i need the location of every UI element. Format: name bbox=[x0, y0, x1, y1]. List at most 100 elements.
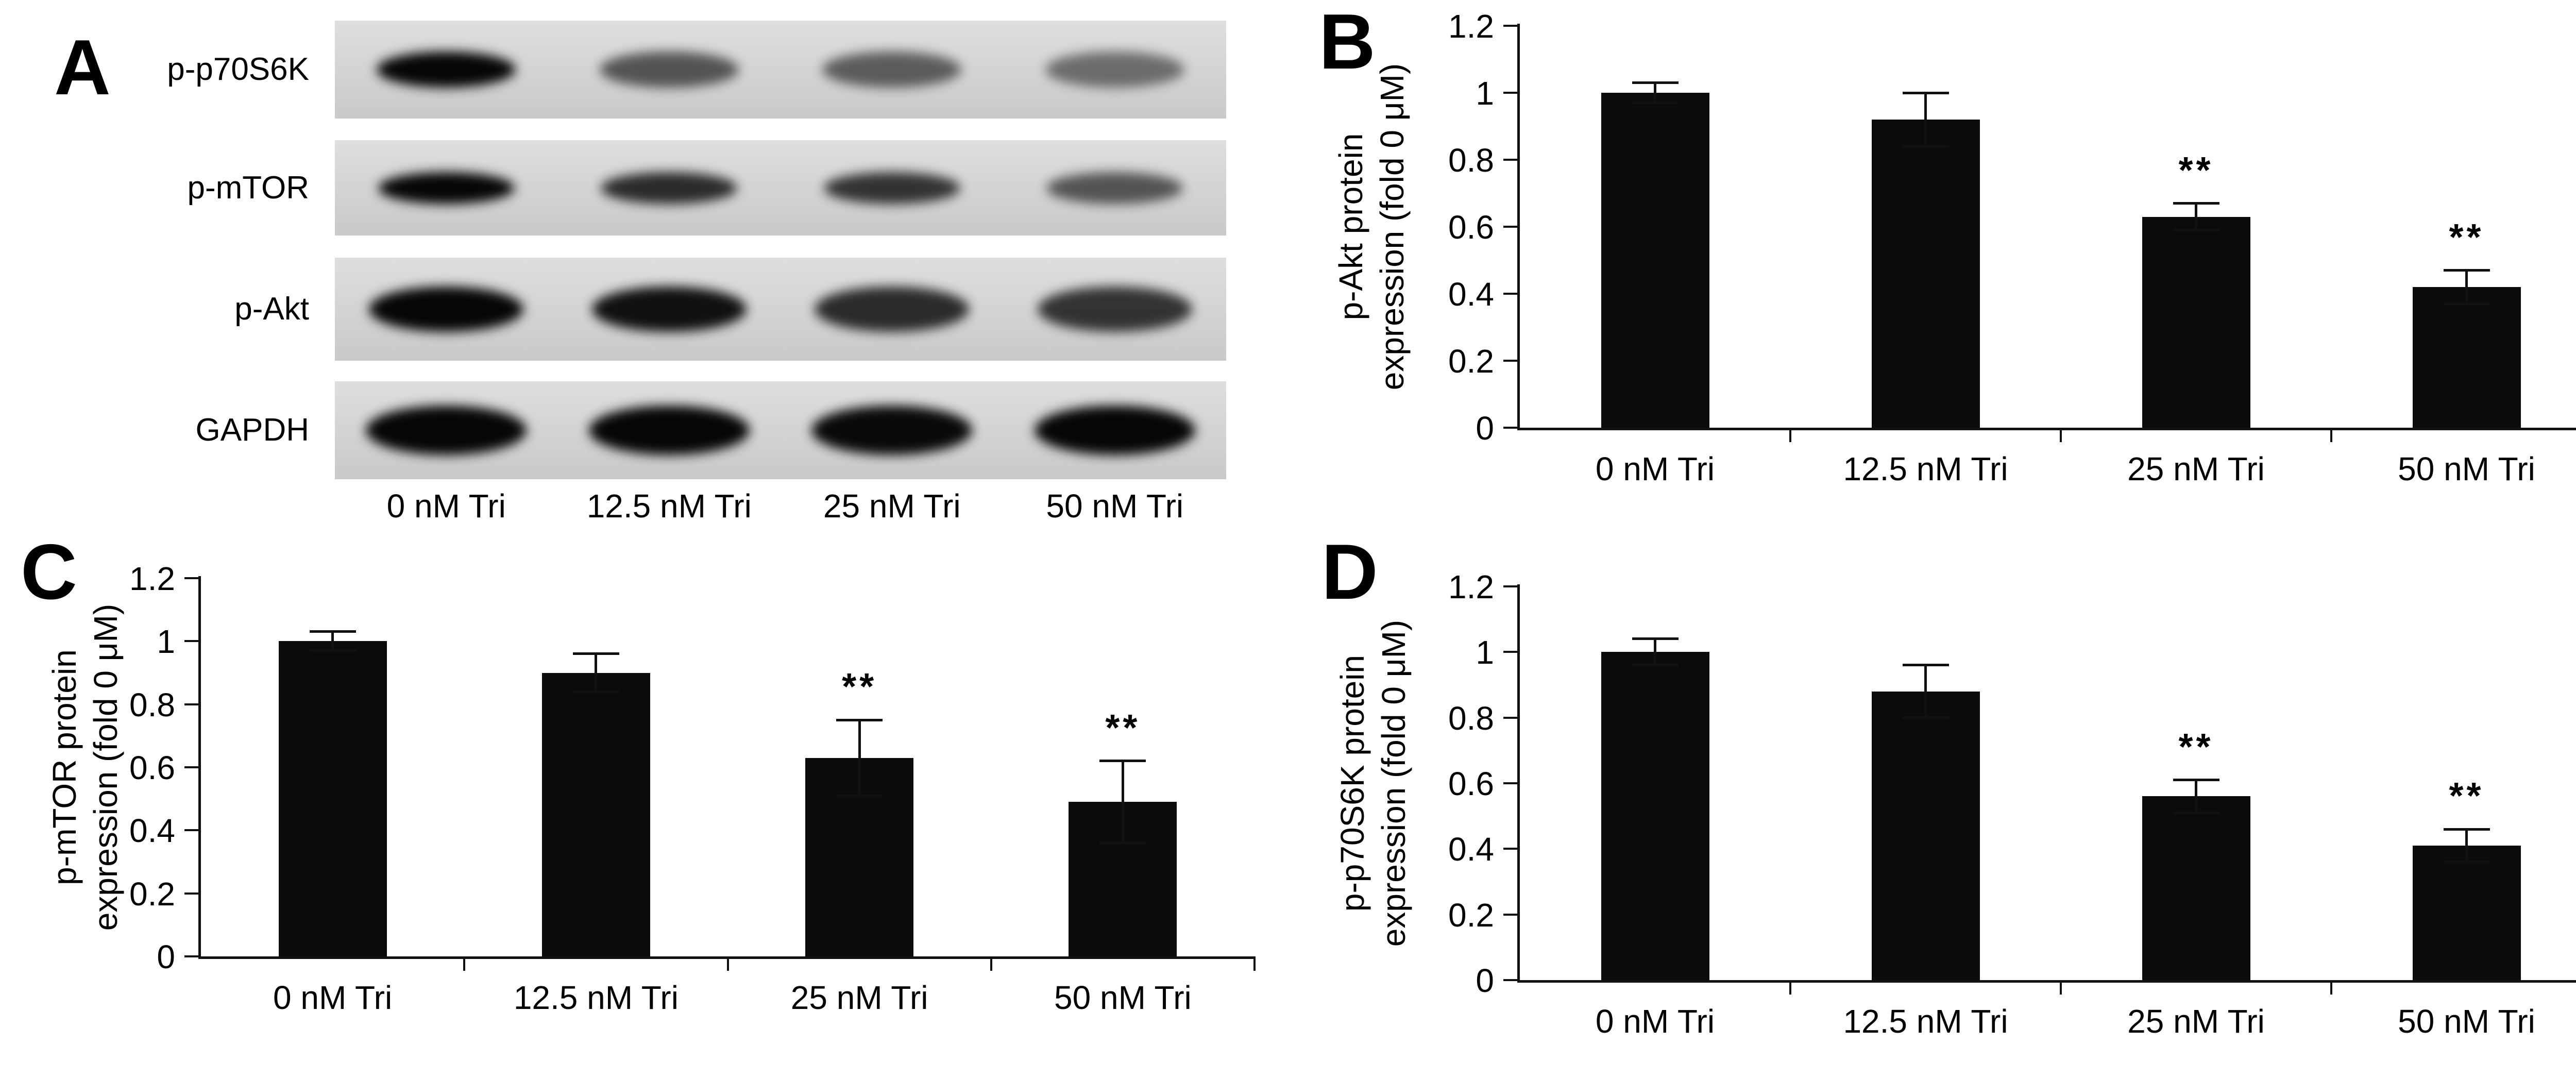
panel-b: B p-Akt protein expression (fold 0 μM) 0… bbox=[1262, 0, 2576, 539]
panel-a-label: A bbox=[54, 24, 111, 111]
panel-d-label: D bbox=[1321, 528, 1378, 616]
bar bbox=[2412, 845, 2521, 980]
blot-band bbox=[366, 406, 527, 455]
error-bar-cap-bottom bbox=[2443, 302, 2490, 305]
category-label: 12.5 nM Tri bbox=[1843, 450, 2008, 487]
y-tick-label: 1 bbox=[1476, 75, 1494, 112]
blot-band bbox=[1037, 287, 1192, 332]
error-bar-cap-bottom bbox=[1902, 716, 1949, 719]
blot-band bbox=[822, 52, 962, 88]
bar bbox=[2412, 287, 2521, 428]
y-tick-label: 0.4 bbox=[129, 812, 175, 850]
panel-c: C p-mTOR protein expression (fold 0 μM) … bbox=[0, 533, 1267, 1078]
significance-marker: ** bbox=[2178, 149, 2214, 191]
category-label: 0 nM Tri bbox=[1595, 450, 1715, 487]
y-tick-mark bbox=[1503, 651, 1518, 653]
error-bar-line bbox=[858, 720, 861, 796]
y-tick-mark bbox=[184, 640, 199, 643]
significance-marker: ** bbox=[2178, 726, 2214, 768]
blot-band bbox=[815, 287, 970, 332]
error-bar-cap-top bbox=[1632, 637, 1679, 641]
x-tick-mark bbox=[1789, 428, 1791, 442]
y-tick-label: 0.6 bbox=[129, 749, 175, 786]
error-bar-cap-bottom bbox=[2443, 861, 2490, 864]
y-tick-mark bbox=[1503, 25, 1518, 27]
y-tick-label: 0.8 bbox=[1448, 699, 1494, 737]
x-tick-mark bbox=[2330, 428, 2332, 442]
y-tick-label: 0.8 bbox=[1448, 142, 1494, 179]
y-tick-label: 1 bbox=[157, 623, 175, 661]
error-bar-cap-top bbox=[2173, 202, 2219, 205]
error-bar-line bbox=[2465, 270, 2468, 304]
y-axis bbox=[1517, 584, 1520, 983]
error-bar-line bbox=[1654, 638, 1656, 665]
y-tick-label: 0 bbox=[1476, 410, 1494, 447]
blot-band bbox=[1034, 406, 1195, 455]
y-tick-mark bbox=[1503, 226, 1518, 228]
x-tick-mark bbox=[1253, 956, 1256, 971]
error-bar-cap-bottom bbox=[1099, 841, 1146, 845]
y-tick-label: 0 bbox=[1476, 962, 1494, 999]
western-blot: p-p70S6K p-mTOR p-Akt GAPDH 0 nM Tri 12.5 nM … bbox=[0, 0, 1267, 539]
y-tick-mark bbox=[184, 577, 199, 579]
error-bar-cap-top bbox=[2443, 269, 2490, 272]
blot-band bbox=[599, 52, 739, 88]
significance-marker: ** bbox=[2449, 216, 2484, 258]
bar bbox=[1601, 93, 1709, 428]
blot-band bbox=[377, 52, 516, 88]
y-tick-label: 0.2 bbox=[1448, 343, 1494, 380]
y-tick-mark bbox=[184, 829, 199, 832]
category-label: 50 nM Tri bbox=[2398, 1003, 2535, 1040]
error-bar-cap-bottom bbox=[572, 690, 619, 693]
x-axis bbox=[1517, 428, 2576, 430]
y-tick-mark bbox=[1503, 848, 1518, 850]
blot-band bbox=[1046, 172, 1183, 204]
x-tick-mark bbox=[990, 956, 992, 971]
error-bar-cap-bottom bbox=[1902, 145, 1949, 148]
y-tick-label: 0.4 bbox=[1448, 276, 1494, 313]
category-label: 12.5 nM Tri bbox=[1843, 1003, 2008, 1040]
panel-d: D p-p70S6K protein expression (fold 0 μM… bbox=[1262, 533, 2576, 1078]
blot-band bbox=[823, 172, 960, 204]
y-tick-label: 1 bbox=[1476, 634, 1494, 671]
bar bbox=[1871, 120, 1980, 428]
error-bar-line bbox=[1121, 761, 1124, 843]
panel-d-plot: 0 0.2 0.4 0.6 0.8 1 1.2 0 nM Tri 12.5 nM Tri ** 25… bbox=[1448, 570, 2576, 1038]
blot-strip bbox=[335, 21, 1226, 119]
blot-band bbox=[369, 287, 524, 332]
category-label: 25 nM Tri bbox=[2127, 450, 2265, 487]
y-tick-mark bbox=[1503, 585, 1518, 587]
lane-label: 25 nM Tri bbox=[823, 487, 961, 525]
error-bar-cap-top bbox=[1632, 81, 1679, 84]
error-bar-cap-top bbox=[1902, 664, 1949, 667]
blot-strip bbox=[335, 258, 1226, 361]
blot-band bbox=[591, 287, 747, 332]
error-bar-cap-bottom bbox=[1632, 664, 1679, 667]
error-bar-cap-bottom bbox=[1632, 102, 1679, 104]
error-bar-line bbox=[2465, 829, 2468, 862]
x-tick-mark bbox=[2060, 428, 2062, 442]
lane-label: 50 nM Tri bbox=[1046, 487, 1184, 525]
category-label: 0 nM Tri bbox=[273, 979, 393, 1016]
error-bar-line bbox=[1924, 93, 1927, 146]
error-bar-cap-bottom bbox=[836, 794, 883, 797]
panel-a: A p-p70S6K p-mTOR p-Akt GAPDH 0 nM Tri 12.5 n… bbox=[0, 0, 1267, 539]
panel-b-label: B bbox=[1319, 0, 1376, 86]
error-bar-line bbox=[1654, 82, 1656, 103]
error-bar-cap-bottom bbox=[2173, 811, 2219, 814]
error-bar-cap-top bbox=[2173, 779, 2219, 782]
error-bar-line bbox=[595, 653, 598, 692]
x-tick-mark bbox=[2060, 980, 2062, 995]
y-tick-label: 0.6 bbox=[1448, 209, 1494, 246]
blot-band bbox=[601, 172, 738, 204]
error-bar-cap-bottom bbox=[2173, 229, 2219, 231]
error-bar-cap-bottom bbox=[309, 649, 356, 652]
blot-strip bbox=[335, 140, 1226, 235]
error-bar-cap-top bbox=[572, 652, 619, 655]
error-bar-cap-top bbox=[1099, 760, 1146, 763]
y-tick-mark bbox=[1503, 913, 1518, 916]
blot-row-label: p-p70S6K bbox=[167, 52, 309, 87]
category-label: 0 nM Tri bbox=[1595, 1003, 1715, 1040]
error-bar-cap-top bbox=[1902, 91, 1949, 94]
category-label: 50 nM Tri bbox=[2398, 450, 2535, 487]
